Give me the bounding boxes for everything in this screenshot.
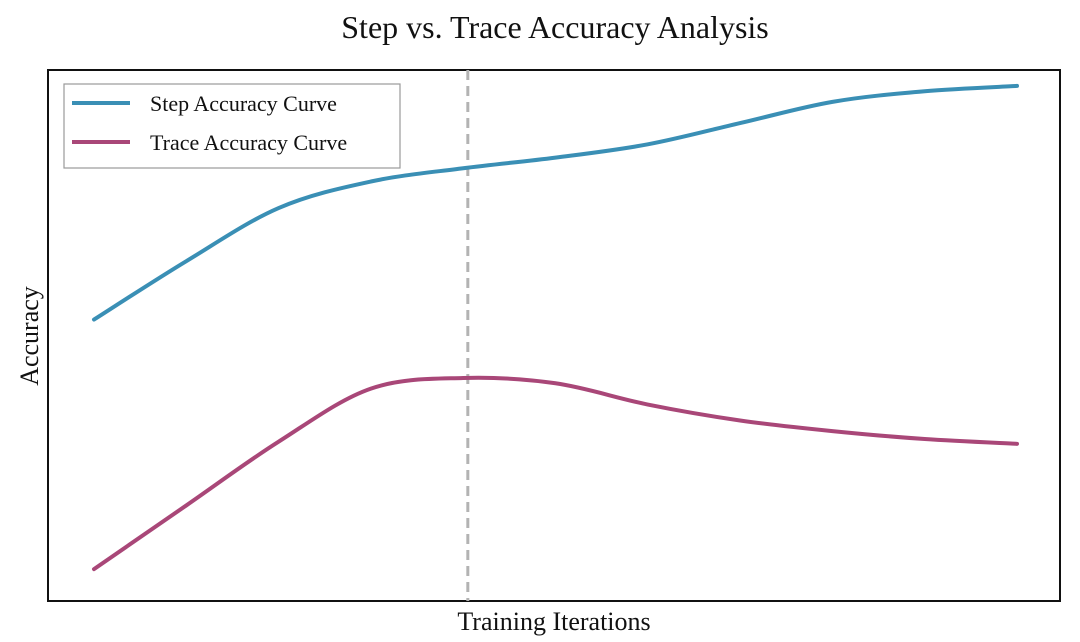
y-axis-label: Accuracy	[15, 286, 44, 386]
legend-label-trace: Trace Accuracy Curve	[150, 130, 347, 155]
legend: Step Accuracy Curve Trace Accuracy Curve	[63, 83, 401, 169]
legend-box	[63, 83, 401, 169]
legend-label-step: Step Accuracy Curve	[150, 91, 337, 116]
series-layer	[92, 83, 1019, 572]
plot-area-frame	[47, 69, 1061, 602]
trace-accuracy-curve	[92, 375, 1019, 572]
chart-title: Step vs. Trace Accuracy Analysis	[341, 9, 769, 45]
x-axis-label: Training Iterations	[457, 607, 650, 636]
step-accuracy-curve	[92, 83, 1019, 322]
